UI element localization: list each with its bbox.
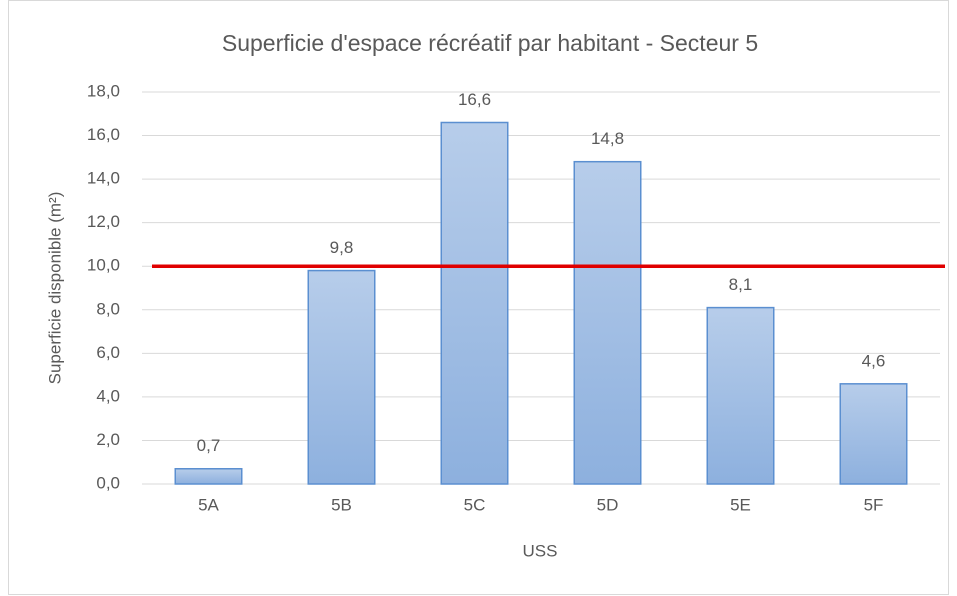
x-tick-label: 5B [331, 495, 352, 514]
x-tick-label: 5C [464, 495, 486, 514]
data-label: 0,7 [197, 436, 221, 455]
y-tick-label: 4,0 [96, 386, 120, 405]
bar [174, 468, 243, 485]
bar [307, 269, 376, 485]
y-tick-label: 16,0 [87, 125, 120, 144]
data-label: 9,8 [330, 238, 354, 257]
data-label: 14,8 [591, 129, 624, 148]
x-tick-label: 5E [730, 495, 751, 514]
chart-title: Superficie d'espace récréatif par habita… [222, 30, 758, 56]
data-label: 8,1 [729, 275, 753, 294]
y-tick-label: 12,0 [87, 212, 120, 231]
bar [706, 306, 775, 485]
y-tick-label: 18,0 [87, 81, 120, 100]
y-tick-label: 6,0 [96, 343, 120, 362]
y-tick-label: 14,0 [87, 169, 120, 188]
y-axis-label: Superficie disponible (m²) [45, 192, 64, 385]
y-tick-label: 0,0 [96, 473, 120, 492]
x-axis-label: USS [523, 541, 558, 560]
y-tick-label: 8,0 [96, 299, 120, 318]
bar [839, 383, 908, 485]
bar [440, 121, 509, 485]
x-tick-label: 5A [198, 495, 219, 514]
data-label: 4,6 [862, 351, 886, 370]
data-label: 16,6 [458, 90, 491, 109]
x-tick-label: 5F [864, 495, 884, 514]
x-tick-label: 5D [597, 495, 619, 514]
bar [573, 160, 642, 485]
y-tick-label: 2,0 [96, 430, 120, 449]
y-tick-label: 10,0 [87, 256, 120, 275]
